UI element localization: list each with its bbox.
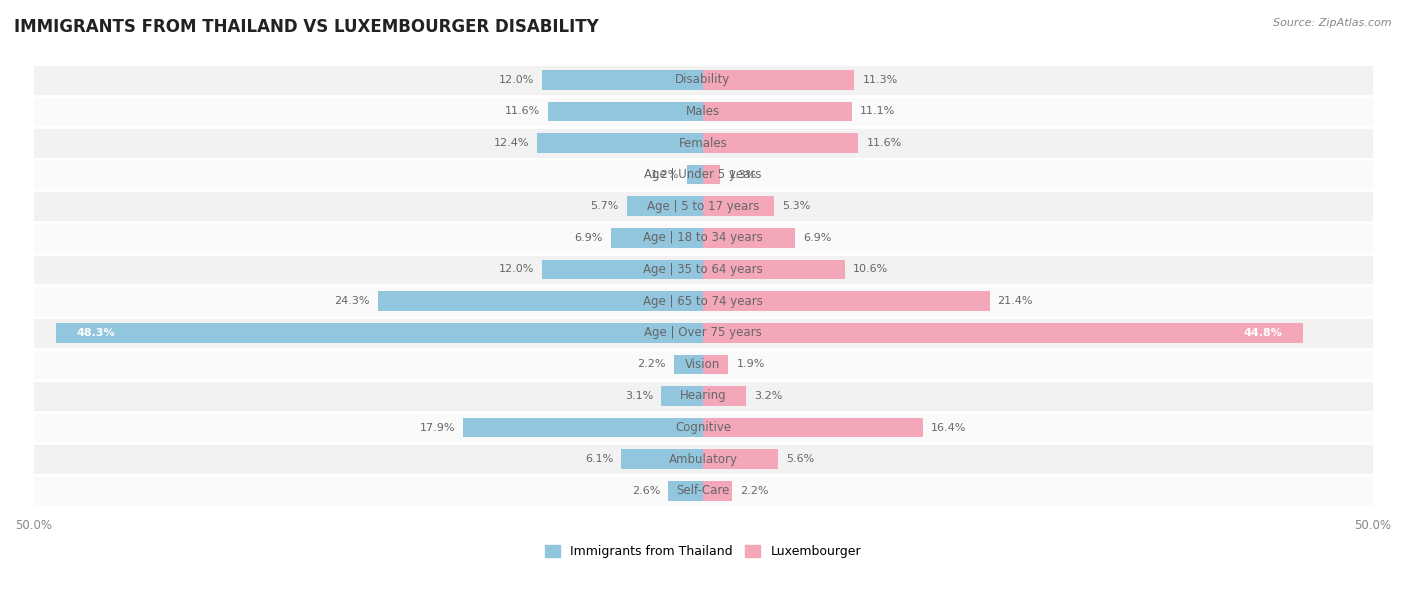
Bar [34,349,1372,380]
Text: 12.0%: 12.0% [499,264,534,275]
Bar [543,259,703,279]
Legend: Immigrants from Thailand, Luxembourger: Immigrants from Thailand, Luxembourger [540,540,866,563]
Text: Males: Males [686,105,720,118]
Text: 2.6%: 2.6% [631,486,661,496]
Bar [34,127,1372,159]
Bar [34,222,1372,254]
Text: 17.9%: 17.9% [420,423,456,433]
Text: 3.1%: 3.1% [626,391,654,401]
Text: 1.9%: 1.9% [737,359,765,370]
Bar [34,412,1372,444]
Text: 6.1%: 6.1% [585,454,613,465]
Bar [537,133,703,153]
Bar [543,70,703,89]
Bar [34,380,1372,412]
Text: 12.0%: 12.0% [499,75,534,85]
Text: 1.3%: 1.3% [728,170,756,180]
Bar [34,444,1372,475]
Text: 11.3%: 11.3% [862,75,897,85]
Text: 16.4%: 16.4% [931,423,966,433]
Text: 10.6%: 10.6% [853,264,889,275]
Text: Females: Females [679,136,727,149]
Bar [703,165,720,184]
Bar [703,133,858,153]
Text: 6.9%: 6.9% [803,233,832,243]
Bar [703,323,1303,343]
Bar [703,386,745,406]
Bar [34,190,1372,222]
Text: IMMIGRANTS FROM THAILAND VS LUXEMBOURGER DISABILITY: IMMIGRANTS FROM THAILAND VS LUXEMBOURGER… [14,18,599,36]
Text: Age | 65 to 74 years: Age | 65 to 74 years [643,294,763,308]
Bar [668,481,703,501]
Bar [673,354,703,374]
Text: 2.2%: 2.2% [637,359,665,370]
Bar [703,418,922,438]
Text: 11.1%: 11.1% [859,106,894,116]
Text: Age | 5 to 17 years: Age | 5 to 17 years [647,200,759,213]
Text: Age | Under 5 years: Age | Under 5 years [644,168,762,181]
Text: Hearing: Hearing [679,389,727,403]
Text: 6.9%: 6.9% [574,233,603,243]
Bar [378,291,703,311]
Text: 12.4%: 12.4% [494,138,529,148]
Text: 24.3%: 24.3% [335,296,370,306]
Text: Age | 35 to 64 years: Age | 35 to 64 years [643,263,763,276]
Bar [703,228,796,248]
Text: 5.3%: 5.3% [782,201,810,211]
Text: Ambulatory: Ambulatory [668,453,738,466]
Bar [34,254,1372,285]
Bar [703,354,728,374]
Text: Vision: Vision [685,358,721,371]
Text: 1.2%: 1.2% [651,170,679,180]
Text: 11.6%: 11.6% [866,138,901,148]
Bar [703,291,990,311]
Bar [548,102,703,121]
Bar [34,285,1372,317]
Text: Age | 18 to 34 years: Age | 18 to 34 years [643,231,763,244]
Text: 2.2%: 2.2% [741,486,769,496]
Text: Age | Over 75 years: Age | Over 75 years [644,326,762,339]
Bar [621,449,703,469]
Bar [703,259,845,279]
Bar [34,159,1372,190]
Text: 5.6%: 5.6% [786,454,814,465]
Bar [703,481,733,501]
Text: 44.8%: 44.8% [1244,328,1282,338]
Text: 21.4%: 21.4% [998,296,1033,306]
Bar [464,418,703,438]
Text: Source: ZipAtlas.com: Source: ZipAtlas.com [1274,18,1392,28]
Bar [703,70,855,89]
Bar [703,196,773,216]
Text: 5.7%: 5.7% [591,201,619,211]
Bar [56,323,703,343]
Text: 11.6%: 11.6% [505,106,540,116]
Text: Cognitive: Cognitive [675,421,731,434]
Bar [703,449,778,469]
Text: Self-Care: Self-Care [676,484,730,498]
Text: Disability: Disability [675,73,731,86]
Bar [627,196,703,216]
Bar [610,228,703,248]
Bar [34,64,1372,95]
Bar [703,102,852,121]
Bar [661,386,703,406]
Bar [34,317,1372,349]
Bar [34,475,1372,507]
Text: 48.3%: 48.3% [76,328,115,338]
Bar [34,95,1372,127]
Bar [688,165,703,184]
Text: 3.2%: 3.2% [754,391,782,401]
